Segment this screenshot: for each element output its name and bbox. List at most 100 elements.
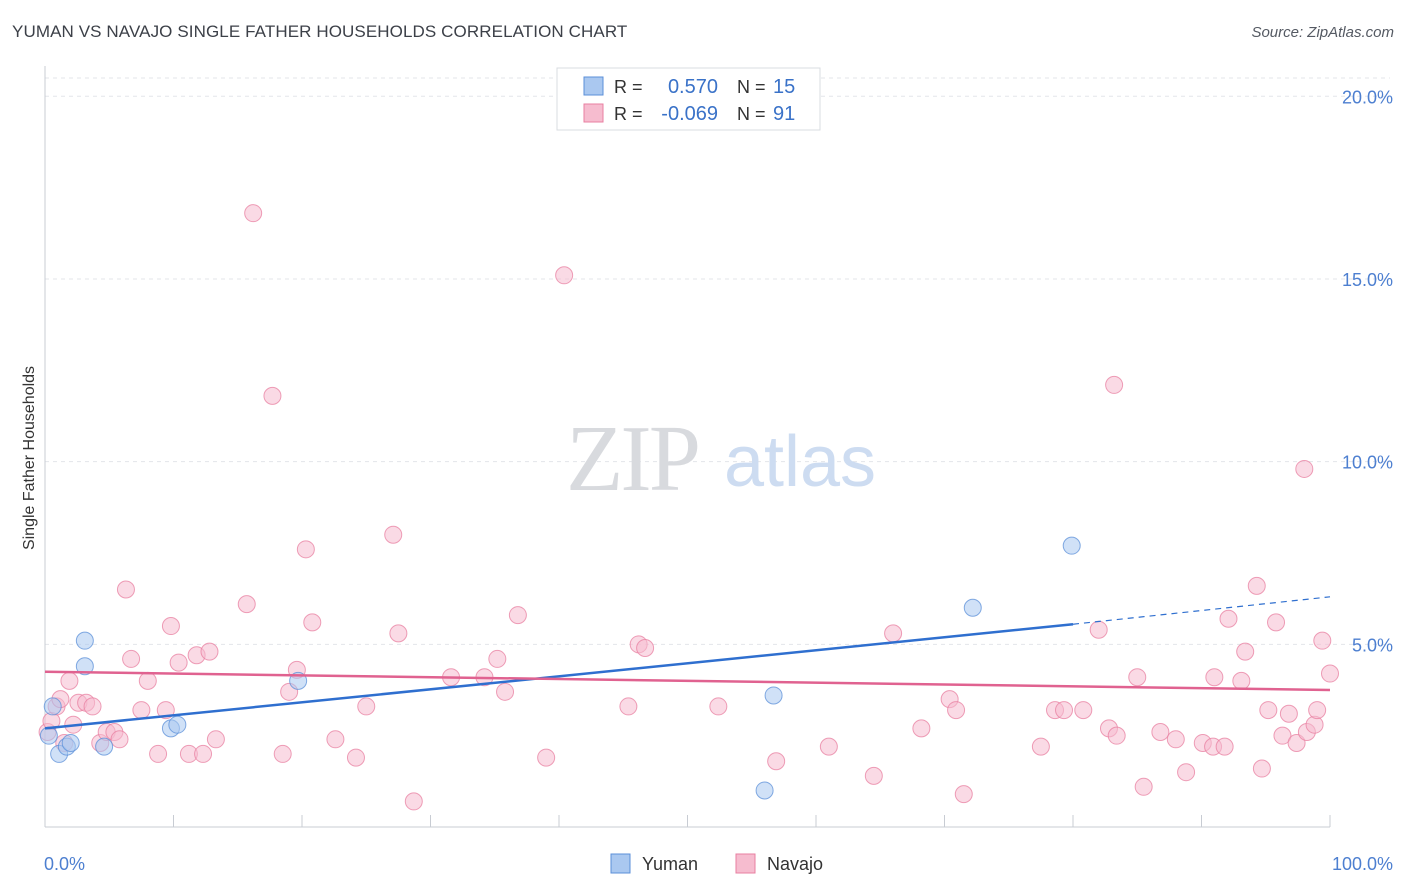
point-navajo (1166, 730, 1185, 749)
point-navajo (619, 697, 638, 716)
point-navajo (296, 540, 315, 559)
point-navajo (303, 613, 322, 632)
trend-line-yuman-extension (1072, 596, 1331, 625)
point-navajo (912, 719, 931, 738)
point-navajo (384, 525, 403, 544)
r-value: 0.570 (668, 76, 718, 98)
n-value: 91 (773, 103, 795, 125)
point-navajo (83, 697, 102, 716)
point-navajo (206, 730, 225, 749)
legend-label-yuman: Yuman (642, 854, 698, 874)
axes (44, 66, 1331, 828)
point-navajo (1219, 609, 1238, 628)
point-navajo (488, 649, 507, 668)
point-navajo (1232, 671, 1251, 690)
point-yuman (43, 697, 62, 716)
point-navajo (767, 752, 786, 771)
point-navajo (1089, 620, 1108, 639)
point-navajo (555, 266, 574, 285)
point-navajo (116, 580, 135, 599)
r-value: -0.069 (661, 103, 718, 125)
data-points (38, 204, 1339, 811)
point-navajo (1267, 613, 1286, 632)
point-navajo (709, 697, 728, 716)
stats-swatch-yuman (583, 76, 604, 96)
point-navajo (1031, 737, 1050, 756)
y-tick-label: 15.0% (1342, 270, 1393, 290)
y-tick-label: 10.0% (1342, 453, 1393, 473)
point-navajo (1279, 704, 1298, 723)
point-navajo (326, 730, 345, 749)
point-navajo (273, 744, 292, 763)
point-navajo (1321, 664, 1339, 683)
watermark-atlas: atlas (724, 422, 876, 502)
point-navajo (1105, 375, 1124, 394)
legend-swatch-navajo (735, 853, 756, 874)
point-navajo (149, 744, 168, 763)
point-navajo (122, 649, 141, 668)
y-tick-label: 20.0% (1342, 87, 1393, 107)
point-navajo (1273, 726, 1292, 745)
point-navajo (169, 653, 188, 672)
point-navajo (1236, 642, 1255, 661)
point-navajo (138, 671, 157, 690)
point-navajo (1134, 777, 1153, 796)
point-navajo (1215, 737, 1234, 756)
point-yuman (764, 686, 783, 705)
point-navajo (1247, 576, 1266, 595)
r-label: R = (614, 104, 643, 124)
point-navajo (346, 748, 365, 767)
point-navajo (200, 642, 219, 661)
y-axis-label: Single Father Households (21, 366, 38, 550)
point-navajo (1287, 733, 1306, 752)
point-navajo (1308, 701, 1327, 720)
point-navajo (1074, 701, 1093, 720)
point-navajo (1259, 701, 1278, 720)
n-label: N = (737, 77, 766, 97)
point-navajo (1128, 668, 1147, 687)
legend-swatch-yuman (610, 853, 631, 874)
source-label: Source: ZipAtlas.com (1251, 24, 1394, 41)
point-yuman (1062, 536, 1081, 555)
n-value: 15 (773, 76, 795, 98)
point-navajo (237, 595, 256, 614)
stats-swatch-navajo (583, 103, 604, 123)
point-yuman (95, 737, 114, 756)
point-navajo (263, 386, 282, 405)
y-tick-label: 5.0% (1352, 635, 1393, 655)
point-navajo (389, 624, 408, 643)
point-navajo (244, 204, 263, 223)
legend-label-navajo: Navajo (767, 854, 823, 874)
chart-title: YUMAN VS NAVAJO SINGLE FATHER HOUSEHOLDS… (12, 22, 628, 41)
point-yuman (168, 715, 187, 734)
point-yuman (61, 733, 80, 752)
watermark-zip: ZIP (566, 407, 698, 511)
point-navajo (1295, 459, 1314, 478)
point-navajo (1205, 668, 1224, 687)
n-label: N = (737, 104, 766, 124)
point-navajo (156, 701, 175, 720)
point-yuman (963, 598, 982, 617)
point-yuman (75, 631, 94, 650)
stats-legend: R = 0.570 N = 15 R = -0.069 N = 91 (556, 67, 821, 131)
gridlines (45, 77, 1390, 645)
point-navajo (864, 766, 883, 785)
watermark: ZIP atlas (566, 407, 876, 511)
x-tick-label-max: 100.0% (1332, 854, 1393, 874)
point-navajo (194, 744, 213, 763)
point-navajo (1107, 726, 1126, 745)
x-tick-label-min: 0.0% (44, 854, 85, 874)
point-yuman (75, 657, 94, 676)
point-navajo (954, 785, 973, 804)
point-navajo (1151, 723, 1170, 742)
trend-line-navajo (44, 670, 1331, 692)
point-navajo (1313, 631, 1332, 650)
point-navajo (60, 671, 79, 690)
point-navajo (1305, 715, 1324, 734)
point-navajo (404, 792, 423, 811)
point-navajo (132, 701, 151, 720)
point-navajo (537, 748, 556, 767)
point-navajo (819, 737, 838, 756)
r-label: R = (614, 77, 643, 97)
